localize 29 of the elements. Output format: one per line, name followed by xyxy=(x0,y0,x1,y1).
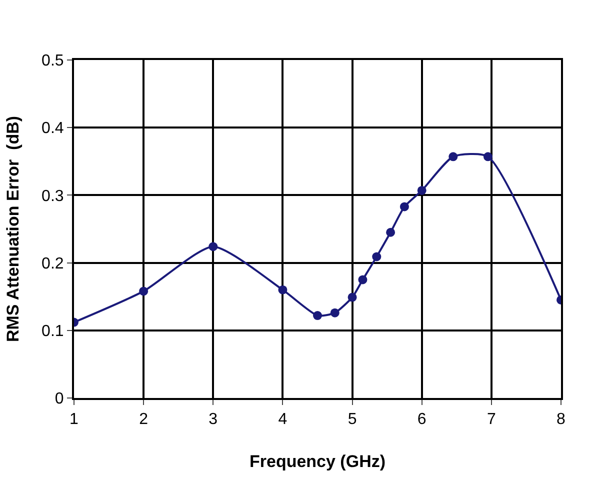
y-axis-title: RMS Attenuation Error (dB) xyxy=(4,116,23,342)
point xyxy=(330,308,340,318)
point xyxy=(208,242,218,252)
x-tick-label: 7 xyxy=(486,411,496,428)
x-tick-label: 5 xyxy=(348,411,357,428)
y-tick-label: 0.1 xyxy=(42,323,64,340)
y-tick-label: 0.5 xyxy=(42,52,64,70)
x-tick-label: 3 xyxy=(208,411,218,428)
x-tick-label: 4 xyxy=(278,411,288,428)
y-tick-label: 0.3 xyxy=(42,188,64,205)
point xyxy=(417,186,426,195)
point xyxy=(313,311,322,320)
x-tick-label: 2 xyxy=(139,411,148,428)
x-tick-label: 8 xyxy=(556,411,566,428)
point xyxy=(372,252,382,262)
point xyxy=(348,292,357,302)
point xyxy=(400,202,409,212)
y-tick-label: 0.4 xyxy=(42,120,64,138)
y-tick-label: 0.2 xyxy=(42,255,64,272)
x-tick-label: 6 xyxy=(417,411,426,428)
point xyxy=(358,275,368,284)
point xyxy=(139,286,148,296)
x-tick-label: 1 xyxy=(70,411,79,428)
point xyxy=(386,228,396,237)
point xyxy=(483,152,492,162)
point xyxy=(448,152,458,162)
x-axis-title: Frequency (GHz) xyxy=(249,452,386,472)
point xyxy=(278,285,288,294)
y-tick-label: 0 xyxy=(54,390,64,408)
